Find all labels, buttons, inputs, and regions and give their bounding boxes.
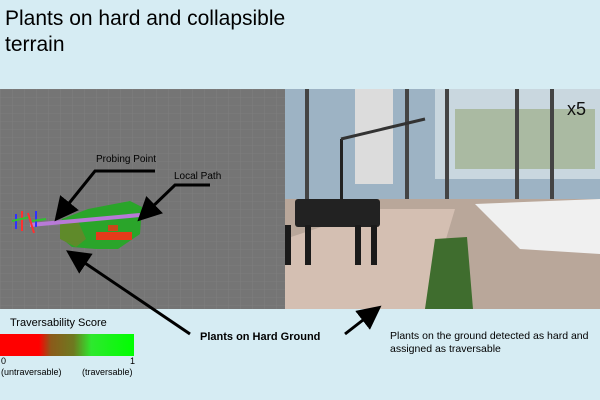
robot-frame-axes	[11, 211, 47, 234]
legend-min-description: (untraversable)	[1, 367, 62, 377]
legend-max-value: 1	[130, 356, 136, 366]
traversability-map-view: Probing Point Local Path	[0, 89, 285, 309]
window-frame	[550, 89, 554, 209]
tile-floor	[285, 209, 455, 309]
photo-scene	[285, 89, 600, 309]
plant-mat	[425, 237, 473, 309]
caption-text: Plants on the ground detected as hard an…	[390, 330, 589, 355]
window-frame	[515, 89, 519, 209]
window-frame	[305, 89, 309, 209]
probing-point-label: Probing Point	[96, 154, 157, 165]
plants-on-hard-ground-callout: Plants on Hard Ground	[200, 331, 321, 343]
window-frame	[405, 89, 409, 209]
concrete-pillar	[355, 89, 393, 184]
local-path-line	[29, 213, 141, 227]
traversability-color-scale	[0, 334, 134, 356]
white-sheet	[475, 199, 600, 254]
slide-title: Plants on hard and collapsible terrain	[5, 7, 286, 56]
distant-trees	[455, 109, 595, 169]
legend-max-description: (traversable)	[82, 367, 133, 377]
untraversable-patch	[96, 232, 132, 240]
map-grid-canvas	[0, 89, 285, 309]
plants-photo-arrow	[344, 305, 382, 336]
grid-floor	[0, 89, 285, 309]
legend-min-value: 0	[1, 356, 7, 366]
window-frame	[445, 89, 449, 209]
local-path-label: Local Path	[174, 171, 222, 182]
untraversable-patch-small	[108, 225, 118, 231]
mid-score-patch	[60, 221, 86, 247]
playback-speed-label: x5	[566, 99, 586, 119]
legged-robot	[285, 117, 426, 265]
robot-camera-view: x5	[285, 89, 600, 309]
legend-title: Traversability Score	[10, 317, 107, 329]
